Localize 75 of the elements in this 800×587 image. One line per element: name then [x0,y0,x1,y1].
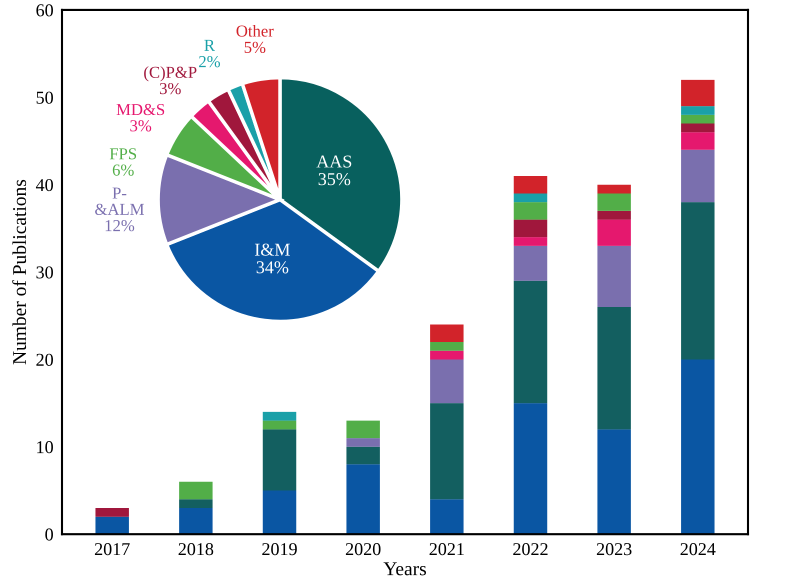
bar [514,176,548,194]
x-axis-title: Years [384,562,426,576]
slice-label: P- &ALM [95,188,144,215]
bar [681,124,715,132]
bar [430,324,464,342]
x-tick-label: 2021 [430,543,464,556]
bar [514,246,548,281]
x-tick-label: 2024 [680,543,716,556]
y-tick-label: 40 [36,178,53,192]
bar [597,193,631,211]
bar [95,516,129,534]
bar [681,106,715,115]
y-tick-label: 30 [36,266,53,279]
bar [597,184,631,194]
data-label: 12% [106,220,134,232]
bar [262,429,296,490]
bar [681,202,715,360]
y-tick-label: 60 [36,4,53,16]
data-label: 35% [318,173,350,186]
bar [514,193,548,202]
bar [597,220,631,246]
data-label: 5% [244,42,266,54]
bar [430,350,464,360]
y-tick-label: 10 [37,441,53,454]
y-axis-title: Number of Publications [12,180,26,364]
bar [681,359,715,534]
slice-label: AAS [316,155,352,168]
slice-label: FPS [110,148,136,160]
slice-label: (C)P&P [144,66,196,82]
bar [597,307,631,430]
y-tick-label: 0 [45,528,53,541]
slice-label: R [204,40,215,51]
bar [179,482,213,500]
bar [179,499,213,508]
bar [262,412,296,421]
bar [430,359,464,404]
data-label: 3% [130,120,152,132]
y-tick-label: 20 [36,354,53,366]
bar [262,490,296,534]
x-tick-label: 2019 [262,543,297,556]
bar [346,420,380,438]
x-tick-label: 2022 [513,543,548,556]
data-label: 2% [199,56,220,68]
bar [430,342,464,351]
bar [681,114,715,124]
bar [430,403,464,500]
bar [346,464,380,534]
bar [681,150,715,202]
slice-label: MD&S [116,104,164,116]
bar [681,132,715,150]
bar [514,202,548,220]
bar [681,80,715,106]
bar [346,438,380,447]
bar [514,220,548,238]
bar [346,446,380,464]
bar [514,280,548,404]
x-tick-label: 2017 [94,543,130,556]
slice-label: Other [236,24,274,37]
x-tick-label: 2018 [178,543,214,556]
slice-label: I&M [254,244,290,256]
bar [514,403,548,534]
bar [514,237,548,246]
bar [179,508,213,534]
data-label: 3% [160,82,181,94]
bar [597,210,631,220]
y-tick-label: 50 [36,92,53,104]
bar [597,246,631,308]
bar [597,429,631,534]
x-tick-label: 2020 [346,543,381,556]
bar [430,499,464,534]
bar [262,420,296,430]
data-label: 6% [112,164,134,176]
data-label: 34% [256,261,288,274]
bar [95,508,129,517]
x-tick-label: 2023 [596,543,632,556]
